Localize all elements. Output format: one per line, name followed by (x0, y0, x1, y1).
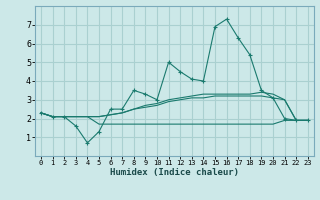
X-axis label: Humidex (Indice chaleur): Humidex (Indice chaleur) (110, 168, 239, 177)
